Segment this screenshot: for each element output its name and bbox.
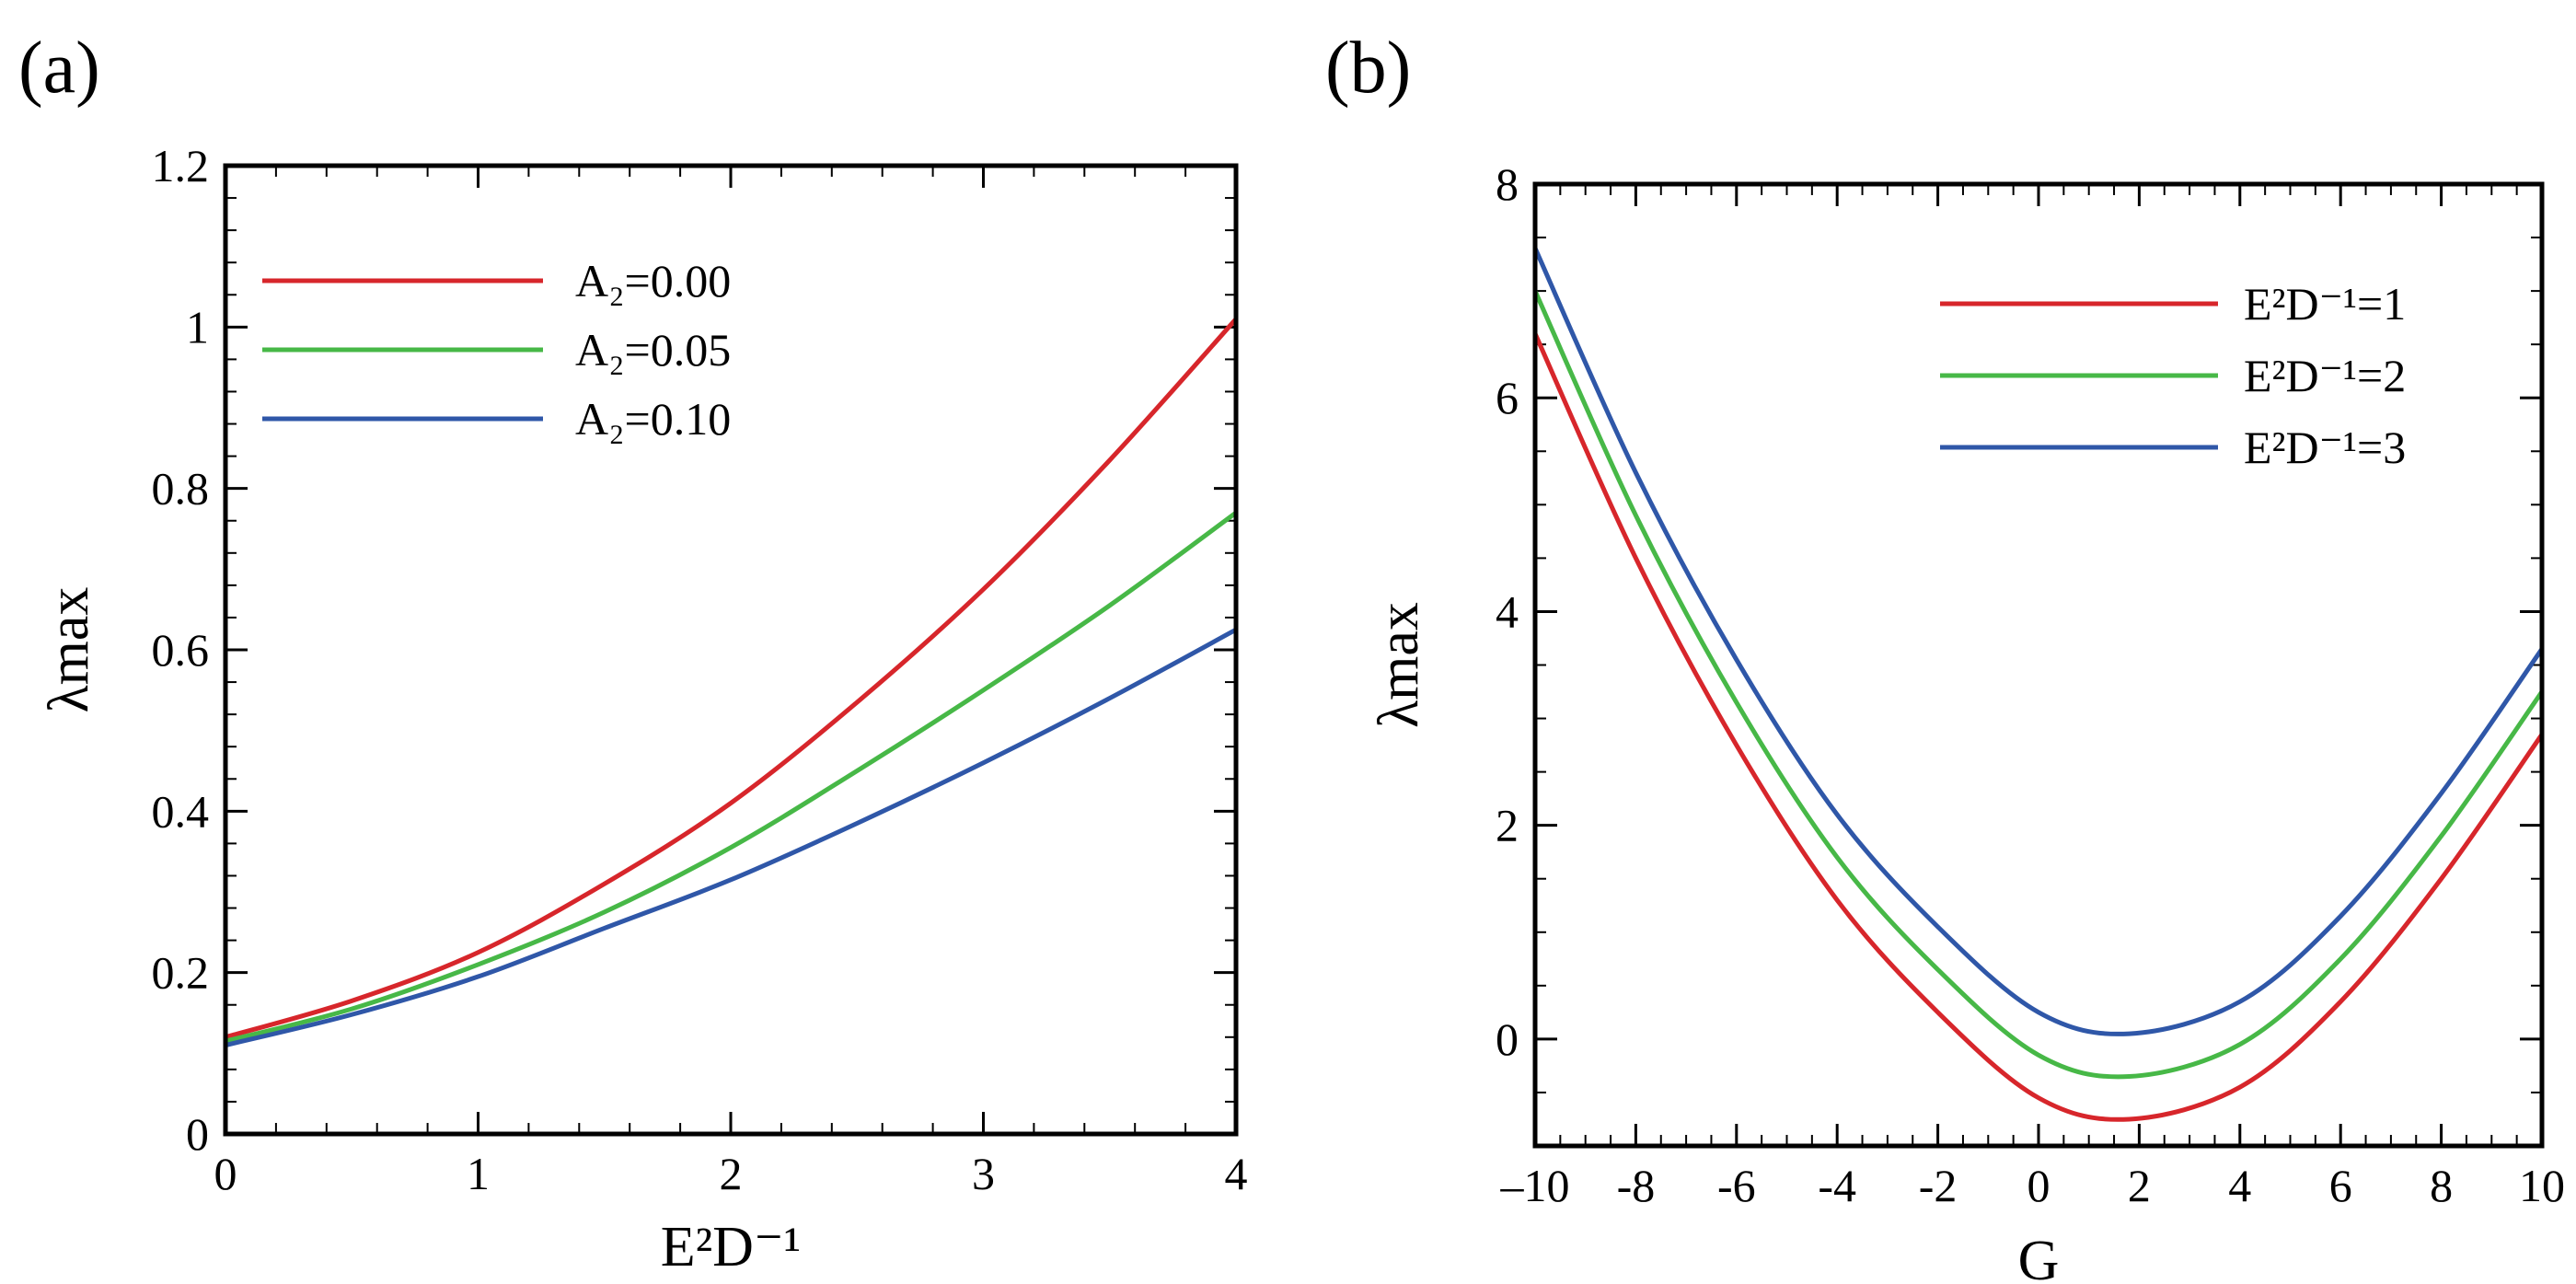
legend-label-3: A₂=0.10 bbox=[575, 393, 731, 445]
x-tick-label: –10 bbox=[1500, 1160, 1570, 1211]
panel-b-label: (b) bbox=[1325, 28, 1411, 109]
x-tick-label: 4 bbox=[1225, 1148, 1248, 1199]
x-tick-label: 6 bbox=[2329, 1160, 2352, 1211]
legend-label-3: E²D⁻¹=3 bbox=[2244, 422, 2406, 473]
y-axis-title: λmax bbox=[1368, 602, 1430, 728]
legend-label-2: A₂=0.05 bbox=[575, 324, 731, 376]
series-line-3 bbox=[225, 627, 1236, 1047]
chart-a: 0 1 2 3 4 0 0.2 0.4 0.6 0.8 1 1.2 A₂=0.00 A₂=0.05 A₂=0… bbox=[38, 140, 1248, 1278]
series-line-3 bbox=[1535, 247, 2542, 1036]
panel-a-label: (a) bbox=[18, 28, 100, 109]
x-tick-label: 2 bbox=[720, 1148, 743, 1199]
y-tick-label: 0.2 bbox=[152, 947, 210, 999]
y-tick-label: 6 bbox=[1496, 372, 1519, 423]
y-tick-label: 0.8 bbox=[152, 463, 210, 515]
y-tick-label: 8 bbox=[1496, 158, 1519, 210]
y-tick-label: 0.4 bbox=[152, 785, 210, 837]
y-tick-label: 0.6 bbox=[152, 624, 210, 676]
legend-label-2: E²D⁻¹=2 bbox=[2244, 350, 2406, 401]
x-tick-label: 1 bbox=[467, 1148, 490, 1199]
plot-frame bbox=[1532, 181, 2545, 1149]
x-axis-title: E²D⁻¹ bbox=[661, 1216, 802, 1278]
x-tick-label: 10 bbox=[2519, 1160, 2565, 1211]
x-tick-label: -4 bbox=[1818, 1160, 1856, 1211]
y-tick-label: 4 bbox=[1496, 585, 1519, 637]
x-tick-label: 2 bbox=[2128, 1160, 2151, 1211]
x-tick-label: -6 bbox=[1717, 1160, 1756, 1211]
x-tick-label: -2 bbox=[1919, 1160, 1958, 1211]
y-tick-label: 1.2 bbox=[152, 140, 210, 191]
x-tick-label: -8 bbox=[1617, 1160, 1656, 1211]
y-tick-label: 1 bbox=[186, 301, 209, 353]
series-line-1 bbox=[225, 317, 1236, 1040]
series-line-2 bbox=[225, 510, 1236, 1044]
x-tick-label: 3 bbox=[972, 1148, 995, 1199]
y-axis-title: λmax bbox=[38, 587, 100, 713]
y-tick-label: 2 bbox=[1496, 800, 1519, 851]
plot-frame bbox=[223, 163, 1239, 1137]
y-tick-label: 0 bbox=[186, 1108, 209, 1160]
y-tick-label: 0 bbox=[1496, 1013, 1519, 1065]
series-line-2 bbox=[1535, 290, 2542, 1080]
x-axis-title: G bbox=[2018, 1230, 2060, 1284]
legend-label-1: E²D⁻¹=1 bbox=[2244, 278, 2406, 330]
chart-b: –10 -8 -6 -4 -2 0 2 4 6 8 10 0 2 4 6 8 E²D⁻¹=1 E²D⁻¹=2 E²D… bbox=[1368, 158, 2565, 1284]
x-tick-label: 4 bbox=[2228, 1160, 2251, 1211]
legend-label-1: A₂=0.00 bbox=[575, 255, 731, 307]
series-line-1 bbox=[1535, 332, 2542, 1122]
x-tick-label: 0 bbox=[2027, 1160, 2050, 1211]
x-tick-label: 0 bbox=[214, 1148, 237, 1199]
x-tick-label: 8 bbox=[2430, 1160, 2453, 1211]
